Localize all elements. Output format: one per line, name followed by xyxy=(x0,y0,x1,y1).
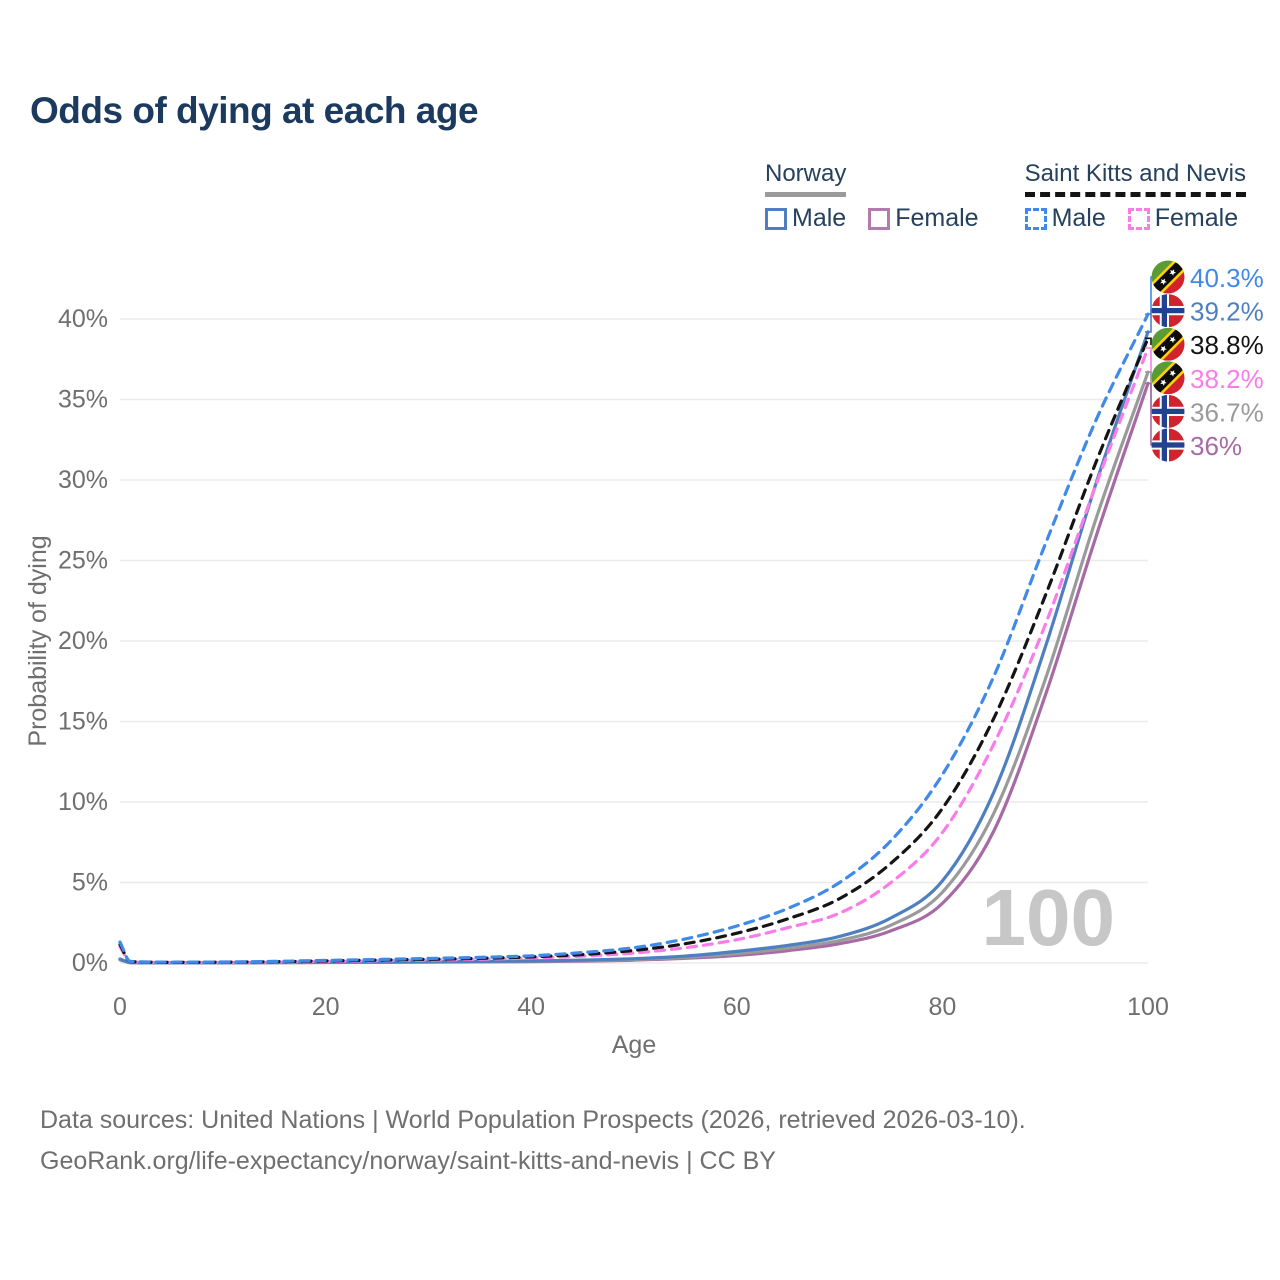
end-label-skn_female: 38.2% xyxy=(1190,364,1264,394)
legend-saint-kitts-female-label: Female xyxy=(1154,204,1239,232)
y-tick-10: 10% xyxy=(58,788,108,816)
norway-flag-icon xyxy=(1151,428,1185,462)
legend-saint-kitts-male-label: Male xyxy=(1051,204,1106,232)
saint-kitts-female-swatch xyxy=(1127,207,1150,230)
x-tick-40: 40 xyxy=(517,993,545,1021)
legend-group-norway: Norway Male Female xyxy=(765,160,979,233)
saint-kitts-flag-icon xyxy=(1151,260,1185,294)
y-tick-5: 5% xyxy=(72,869,108,897)
norway-flag-icon xyxy=(1151,394,1185,428)
age-watermark: 100 xyxy=(982,873,1115,962)
x-tick-100: 100 xyxy=(1127,993,1169,1021)
end-label-nor_male: 39.2% xyxy=(1190,297,1264,327)
legend-saint-kitts-items: Male Female xyxy=(1024,204,1246,233)
y-tick-0: 0% xyxy=(72,949,108,977)
norway-flag-icon xyxy=(1151,294,1185,328)
norway-male-swatch xyxy=(765,207,787,230)
x-tick-60: 60 xyxy=(723,993,751,1021)
y-tick-30: 30% xyxy=(58,466,108,494)
end-label-skn_male: 40.3% xyxy=(1190,263,1264,293)
x-tick-0: 0 xyxy=(113,993,127,1021)
saint-kitts-flag-icon xyxy=(1151,361,1185,395)
series-line-skn_male xyxy=(118,312,1150,964)
legend-norway-female-label: Female xyxy=(895,204,979,232)
y-tick-25: 25% xyxy=(58,547,108,575)
legend-item-saint-kitts-male[interactable]: Male xyxy=(1024,204,1106,233)
x-tick-20: 20 xyxy=(312,993,340,1021)
legend-norway-title: Norway xyxy=(765,160,847,197)
x-tick-80: 80 xyxy=(928,993,956,1021)
y-tick-15: 15% xyxy=(58,708,108,736)
series-line-skn_all xyxy=(118,336,1150,965)
legend-group-saint-kitts: Saint Kitts and Nevis Male Female xyxy=(1024,160,1246,233)
end-label-nor_all: 36.7% xyxy=(1190,397,1264,427)
y-axis-title: Probability of dying xyxy=(24,535,52,746)
legend-saint-kitts-title: Saint Kitts and Nevis xyxy=(1024,160,1246,197)
end-label-skn_all: 38.8% xyxy=(1190,330,1264,360)
footer: Data sources: United Nations | World Pop… xyxy=(40,1100,1026,1182)
footer-data-sources: Data sources: United Nations | World Pop… xyxy=(40,1106,1026,1134)
legend-norway-male-label: Male xyxy=(792,204,847,232)
saint-kitts-male-swatch xyxy=(1024,207,1047,230)
legend-norway-items: Male Female xyxy=(765,204,979,233)
y-tick-20: 20% xyxy=(58,627,108,655)
saint-kitts-flag-icon xyxy=(1151,327,1185,361)
y-tick-35: 35% xyxy=(58,386,108,414)
series-line-skn_female xyxy=(118,346,1150,965)
legend-item-saint-kitts-female[interactable]: Female xyxy=(1127,204,1239,233)
norway-female-swatch xyxy=(868,207,891,230)
legend-item-norway-female[interactable]: Female xyxy=(868,204,979,233)
series-line-nor_male xyxy=(118,330,1150,965)
x-axis-title: Age xyxy=(612,1031,656,1059)
legend-item-norway-male[interactable]: Male xyxy=(765,204,846,233)
y-tick-40: 40% xyxy=(58,305,108,333)
legend: Norway Male Female Saint Kitts and Nevis… xyxy=(765,160,1246,233)
footer-attribution: GeoRank.org/life-expectancy/norway/saint… xyxy=(40,1147,776,1175)
chart-title: Odds of dying at each age xyxy=(30,90,479,131)
end-label-nor_female: 36% xyxy=(1190,431,1242,461)
